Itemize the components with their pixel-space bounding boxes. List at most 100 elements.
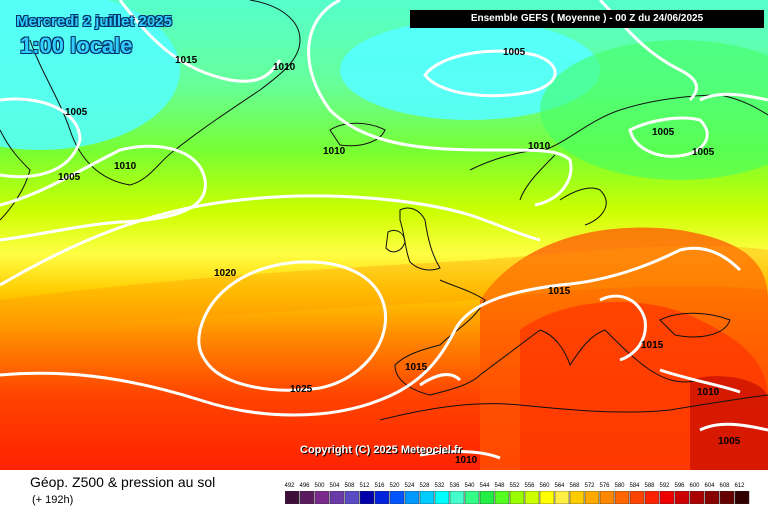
scale-swatch-520 — [389, 491, 405, 504]
scale-swatch-500 — [314, 491, 330, 504]
scale-swatch-548 — [494, 491, 510, 504]
isobar-1005-iceland-low — [423, 49, 557, 98]
isobar-label-1015-iberia: 1015 — [405, 362, 428, 373]
isobar-label-1010-iceland-south: 1010 — [323, 146, 346, 157]
scale-swatch-552 — [509, 491, 525, 504]
run-banner: Ensemble GEFS ( Moyenne ) - 00 Z du 24/0… — [410, 10, 764, 28]
isobar-label-1015-greenland: 1015 — [175, 55, 198, 66]
isobar-label-1005-iceland-low: 1005 — [503, 47, 526, 58]
labrador-coast — [0, 129, 31, 221]
isobar-label-1010-greenland-south: 1010 — [114, 161, 137, 172]
scale-label-600: 600 — [689, 483, 700, 489]
scale-label-548: 548 — [494, 483, 505, 489]
isobar-1010-turkey — [659, 368, 741, 394]
scale-label-560: 560 — [539, 483, 550, 489]
z500-map: 1015 1010 1005 1005 1010 1005 1010 1010 … — [0, 0, 768, 470]
scale-swatch-532 — [434, 491, 450, 504]
isobar-1005-russia — [699, 92, 768, 102]
scale-swatch-504 — [329, 491, 345, 504]
isobar-label-1015-alps: 1015 — [548, 286, 571, 297]
scale-swatch-608 — [719, 491, 735, 504]
scale-label-580: 580 — [614, 483, 625, 489]
scale-label-524: 524 — [404, 483, 415, 489]
isobar-label-1010-turkey: 1010 — [697, 387, 720, 398]
legend-bar: Géop. Z500 & pression au sol (+ 192h) 49… — [0, 470, 768, 512]
isobar-1010-north — [307, 0, 573, 207]
isobar-1005-finland — [628, 116, 709, 158]
color-scale-boxes — [285, 491, 750, 504]
scale-swatch-536 — [449, 491, 465, 504]
isobar-1015-north — [118, 0, 282, 83]
scale-label-596: 596 — [674, 483, 685, 489]
isobar-label-1005-finland: 1005 — [652, 127, 675, 138]
scale-label-532: 532 — [434, 483, 445, 489]
scale-swatch-580 — [614, 491, 630, 504]
isobar-label-1005-labrador: 1005 — [58, 172, 81, 183]
scale-swatch-576 — [599, 491, 615, 504]
ireland — [385, 229, 406, 253]
scale-swatch-516 — [374, 491, 390, 504]
scale-label-512: 512 — [359, 483, 370, 489]
isobar-label-layer: 1015 1010 1005 1005 1010 1005 1010 1010 … — [58, 47, 741, 466]
z500-orange-band — [0, 245, 768, 330]
scale-label-612: 612 — [734, 483, 745, 489]
scale-label-500: 500 — [314, 483, 325, 489]
isobar-1025 — [197, 260, 388, 392]
scale-label-504: 504 — [329, 483, 340, 489]
isobar-1020 — [0, 194, 541, 287]
scale-swatch-568 — [569, 491, 585, 504]
scale-label-564: 564 — [554, 483, 565, 489]
isobar-label-1005-mideast: 1005 — [718, 436, 741, 447]
mediterranean-north — [479, 329, 701, 383]
british-isles — [399, 207, 441, 271]
scale-swatch-612 — [734, 491, 750, 504]
scale-swatch-604 — [704, 491, 720, 504]
parameter-title: Géop. Z500 & pression au sol — [30, 474, 216, 490]
europe-west-coast — [394, 279, 486, 396]
scale-swatch-572 — [584, 491, 600, 504]
scale-swatch-600 — [689, 491, 705, 504]
valid-date: Mercredi 2 juillet 2025 — [16, 13, 172, 30]
isobar-1005-greenland — [0, 97, 82, 179]
black-sea — [659, 312, 731, 338]
scale-label-608: 608 — [719, 483, 730, 489]
scale-label-556: 556 — [524, 483, 535, 489]
coastlines — [0, 0, 768, 421]
isobar-label-1015-balkans: 1015 — [641, 340, 664, 351]
scale-swatch-512 — [359, 491, 375, 504]
scale-label-588: 588 — [644, 483, 655, 489]
copyright-notice: Copyright (C) 2025 Meteociel.fr — [300, 444, 462, 456]
scale-swatch-544 — [479, 491, 495, 504]
isobar-label-1005-russia: 1005 — [692, 147, 715, 158]
scale-swatch-508 — [344, 491, 360, 504]
isobar-label-1025-azores: 1025 — [290, 384, 313, 395]
scale-label-520: 520 — [389, 483, 400, 489]
isobar-1010-greenland — [0, 144, 207, 242]
baltic-coast — [559, 187, 607, 226]
scale-label-492: 492 — [284, 483, 295, 489]
scale-label-540: 540 — [464, 483, 475, 489]
north-africa-coast — [379, 394, 768, 421]
isobar-1005-mideast — [699, 422, 768, 432]
z500-green-band-north — [540, 40, 768, 180]
scale-swatch-588 — [644, 491, 660, 504]
isobar-label-1020-atlantic: 1020 — [214, 268, 237, 279]
scale-label-516: 516 — [374, 483, 385, 489]
scale-swatch-492 — [285, 491, 300, 504]
color-scale-labels: 492 496 500 504 508 512 516 520 524 528 532 536 540 5… — [284, 483, 745, 489]
scale-swatch-528 — [419, 491, 435, 504]
z500-cyan-lobe-west — [0, 0, 180, 150]
scale-swatch-496 — [299, 491, 315, 504]
scale-swatch-540 — [464, 491, 480, 504]
scale-label-604: 604 — [704, 483, 715, 489]
z500-cyan-lobe-iceland — [340, 20, 600, 120]
scale-label-508: 508 — [344, 483, 355, 489]
isobar-label-1010-sahara: 1010 — [455, 455, 478, 466]
norway-west-coast — [519, 154, 556, 201]
scale-label-584: 584 — [629, 483, 640, 489]
scale-swatch-592 — [659, 491, 675, 504]
scale-label-496: 496 — [299, 483, 310, 489]
isobar-1015-balkans — [599, 294, 647, 362]
valid-time: 1:00 locale — [20, 33, 133, 58]
